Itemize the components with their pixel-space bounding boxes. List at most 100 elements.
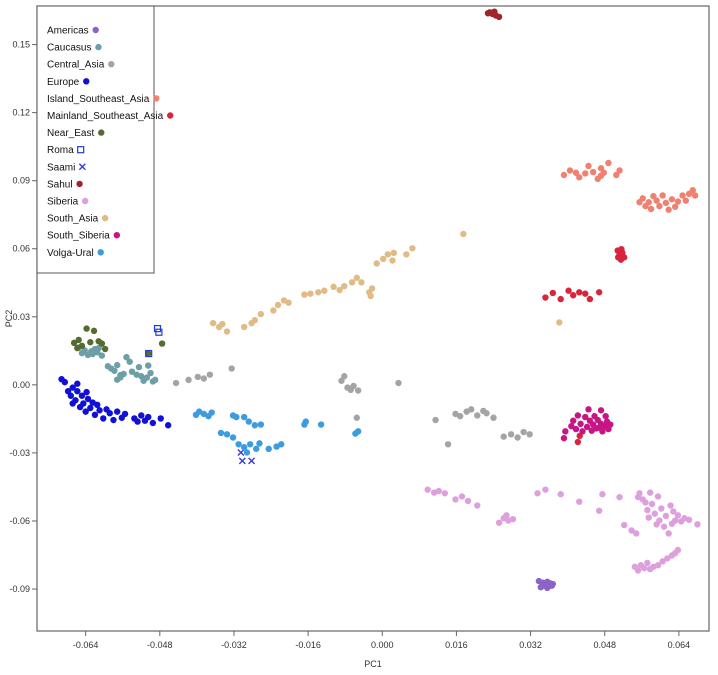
- legend-label: Siberia: [47, 197, 79, 208]
- data-point: [256, 440, 263, 447]
- data-point: [671, 517, 679, 524]
- data-point: [614, 254, 622, 261]
- legend-entry: Island_Southeast_Asia: [47, 94, 160, 105]
- y-tick-label: 0.03: [12, 312, 30, 322]
- data-point: [570, 417, 577, 424]
- data-point: [209, 319, 217, 327]
- data-point: [618, 245, 625, 253]
- data-point: [157, 415, 164, 422]
- data-point: [229, 434, 237, 441]
- data-point: [223, 431, 231, 438]
- data-point: [595, 507, 603, 514]
- y-tick-label: 0.06: [12, 244, 30, 254]
- data-point: [648, 500, 656, 508]
- data-point: [658, 505, 665, 512]
- data-point: [301, 291, 308, 298]
- data-point: [483, 410, 490, 417]
- data-point: [560, 171, 568, 179]
- y-tick-label: -0.03: [9, 448, 30, 458]
- data-point: [441, 490, 449, 497]
- data-point: [620, 521, 628, 529]
- data-point: [484, 10, 492, 17]
- data-point: [240, 444, 248, 451]
- series-caucasus: [75, 344, 159, 385]
- legend-entry: Roma: [47, 145, 85, 156]
- data-point: [390, 249, 398, 257]
- data-point: [80, 400, 87, 407]
- data-point: [495, 519, 503, 526]
- series-near-east: [70, 325, 166, 357]
- x-tick-label: 0.016: [445, 640, 468, 650]
- data-point: [671, 203, 679, 210]
- legend-label: Near_East: [47, 128, 94, 139]
- data-point: [395, 379, 402, 387]
- legend-marker: [167, 112, 174, 119]
- data-point: [656, 202, 663, 210]
- data-point: [613, 171, 620, 179]
- x-tick-label: 0.032: [519, 640, 542, 650]
- data-point: [285, 299, 292, 306]
- data-point: [566, 167, 574, 174]
- data-point: [662, 199, 670, 207]
- data-point: [248, 457, 256, 465]
- data-point: [128, 368, 136, 375]
- data-point: [96, 407, 103, 414]
- data-point: [354, 428, 362, 435]
- data-point: [646, 489, 654, 496]
- data-point: [69, 384, 76, 391]
- data-point: [586, 295, 594, 303]
- data-point: [98, 340, 106, 347]
- data-point: [317, 421, 325, 428]
- data-point: [520, 428, 527, 436]
- data-point: [659, 192, 666, 199]
- data-point: [219, 320, 226, 328]
- data-point: [245, 418, 252, 425]
- data-point: [106, 410, 113, 417]
- data-points: [58, 8, 701, 592]
- legend-marker: [97, 249, 104, 256]
- legend-marker: [76, 180, 83, 188]
- data-point: [164, 422, 172, 429]
- x-tick-label: -0.016: [295, 640, 321, 650]
- legend-marker: [83, 78, 90, 85]
- data-point: [228, 365, 235, 372]
- x-tick-label: 0.000: [371, 640, 394, 650]
- legend-entry: Americas: [47, 26, 99, 37]
- data-point: [602, 412, 609, 420]
- y-tick-label: 0.00: [12, 380, 30, 390]
- data-point: [582, 413, 589, 421]
- data-point: [235, 441, 242, 448]
- data-point: [243, 449, 251, 456]
- data-point: [348, 279, 356, 286]
- series-central-asia: [172, 365, 533, 448]
- data-point: [257, 310, 265, 318]
- data-point: [668, 196, 676, 203]
- data-point: [153, 324, 162, 333]
- data-point: [589, 168, 597, 176]
- data-point: [694, 521, 701, 528]
- data-point: [576, 174, 583, 181]
- legend-marker: [95, 43, 102, 51]
- data-point: [432, 416, 439, 424]
- data-point: [456, 412, 464, 420]
- data-point: [509, 515, 517, 523]
- data-point: [474, 412, 481, 419]
- data-point: [353, 274, 360, 281]
- data-point: [257, 421, 265, 428]
- data-point: [75, 336, 82, 344]
- data-point: [503, 512, 510, 519]
- data-point: [238, 457, 246, 465]
- data-point: [90, 327, 98, 335]
- data-point: [633, 530, 640, 537]
- data-point: [69, 400, 76, 407]
- data-point: [111, 367, 118, 374]
- legend-marker: [153, 95, 160, 102]
- data-point: [660, 523, 668, 530]
- data-point: [607, 421, 614, 428]
- data-point: [460, 230, 467, 238]
- data-point: [98, 352, 106, 359]
- legend-entry: Mainland_Southeast_Asia: [47, 111, 174, 122]
- data-point: [574, 438, 582, 446]
- data-point: [403, 251, 410, 258]
- x-tick-label: -0.048: [147, 640, 173, 650]
